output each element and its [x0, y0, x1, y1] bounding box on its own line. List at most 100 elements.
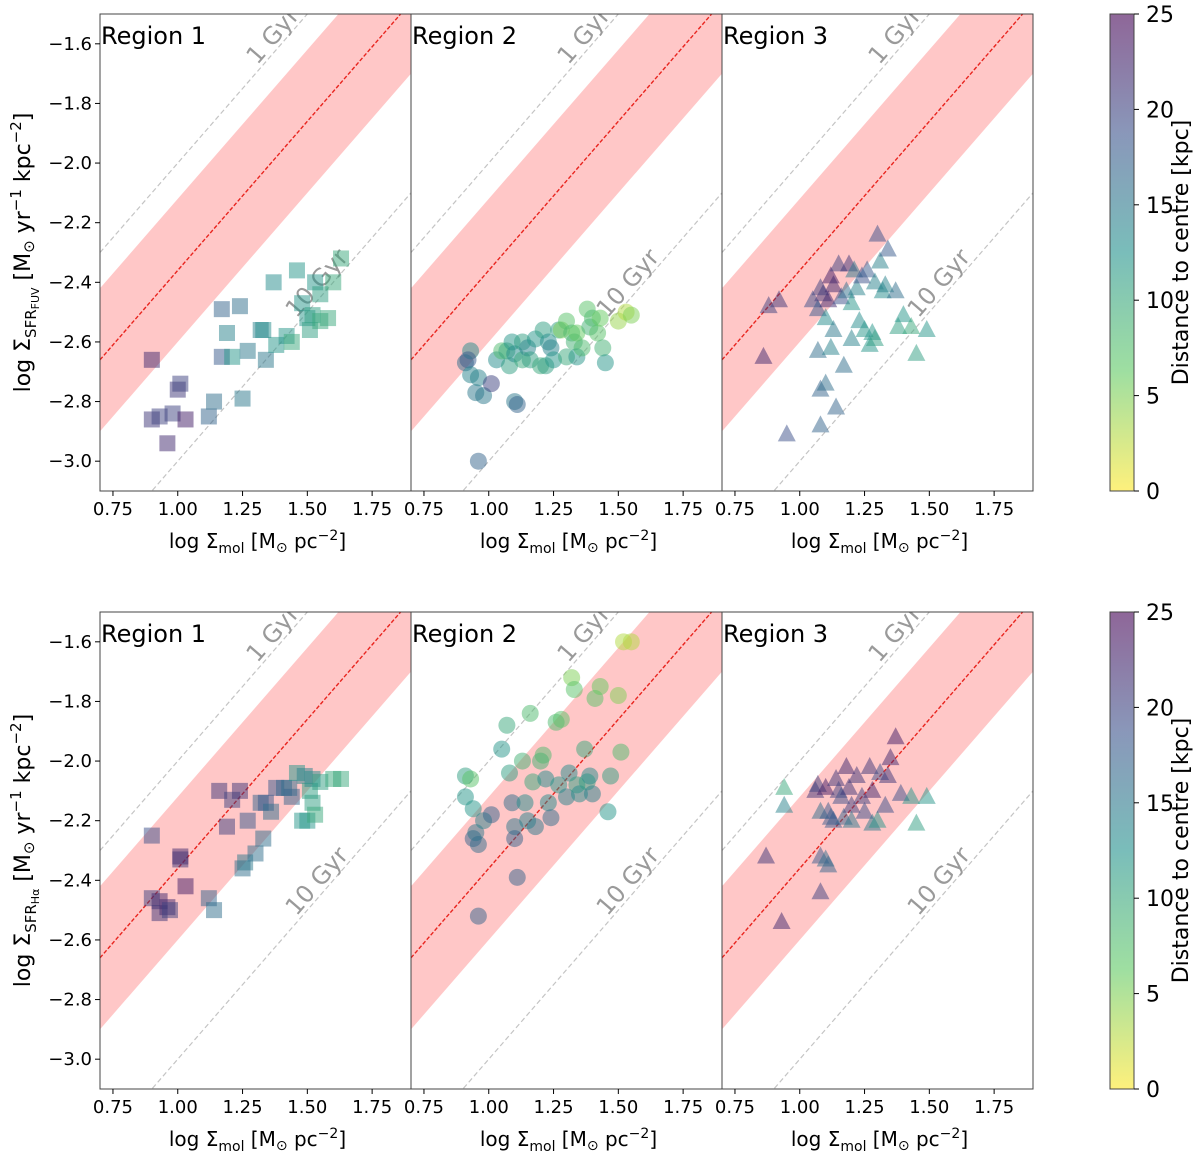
x-tick-label: 0.75 [93, 499, 133, 520]
y-tick-label: −2.6 [48, 332, 92, 353]
data-point [777, 424, 796, 442]
label-1gyr: 1 Gyr [552, 2, 616, 70]
data-point [824, 275, 843, 293]
data-point [218, 818, 235, 835]
x-tick-label: 1.50 [287, 1097, 327, 1118]
panel-top-region-3: 1 Gyr 10 Gyr Region 3 0.75 1.00 1.25 1.50 1.75 l… [715, 2, 1034, 557]
data-point [842, 795, 861, 813]
colorbar-tick-label: 15 [1146, 792, 1174, 817]
y-tick-label: −2.6 [48, 930, 92, 951]
x-tick-label: 1.00 [780, 1097, 820, 1118]
data-point [333, 250, 350, 267]
depletion-line-10gyr [151, 790, 411, 1089]
data-point [622, 633, 640, 651]
data-point [320, 310, 337, 327]
data-point [907, 813, 926, 831]
x-tick-label: 0.75 [404, 1097, 444, 1118]
x-tick-label: 0.75 [93, 1097, 133, 1118]
axes-frame [721, 13, 1034, 492]
data-point [878, 765, 897, 783]
colorbar-tick-label: 10 [1146, 887, 1174, 912]
depletion-line-10gyr [462, 192, 722, 491]
panel-bottom-region-1: 1 Gyr 10 Gyr Region 1 0.75 1.00 1.25 1.50 1.75 l… [48, 600, 412, 1151]
x-tick-label: 1.75 [974, 499, 1014, 520]
data-point [231, 298, 248, 315]
panel-title: Region 3 [723, 620, 828, 648]
data-point [824, 320, 843, 338]
data-point [469, 452, 487, 470]
data-point [775, 795, 794, 813]
row-top: log ΣSFRFUV [M⊙ yr−1 kpc−2] 1 Gyr 10 Gyr Re… [7, 2, 1194, 557]
data-point [839, 777, 858, 795]
data-point [868, 224, 887, 242]
fit-line [411, 14, 713, 361]
data-point [894, 305, 913, 323]
x-tick-label: 1.75 [663, 1097, 703, 1118]
colorbar-gradient [1109, 13, 1135, 492]
panel-title: Region 3 [723, 22, 828, 50]
data-point [307, 806, 324, 823]
data-point [312, 773, 329, 790]
data-point [573, 339, 591, 357]
data-point [255, 830, 272, 847]
data-point [312, 286, 329, 303]
x-tick-label: 1.00 [158, 499, 198, 520]
data-point [770, 290, 789, 308]
data-point [239, 812, 256, 829]
data-point [177, 411, 194, 428]
x-tick-label: 1.25 [223, 499, 263, 520]
data-point [542, 809, 560, 827]
colorbar-tick-label: 25 [1146, 3, 1174, 28]
data-point [151, 408, 168, 425]
data-point [591, 309, 609, 327]
data-point [482, 375, 500, 393]
data-point [172, 375, 189, 392]
x-tick-label: 1.25 [223, 1097, 263, 1118]
y-axis-label: log ΣSFRFUV [M⊙ yr−1 kpc−2] [7, 113, 42, 393]
data-point [503, 794, 521, 812]
data-point [834, 355, 853, 373]
data-point [498, 716, 516, 734]
data-point [464, 800, 482, 818]
data-point [565, 681, 583, 699]
colorbar-tick-label: 20 [1146, 696, 1174, 721]
data-point [609, 686, 627, 704]
y-tick-label: −1.8 [48, 93, 92, 114]
data-point [878, 239, 897, 257]
data-point [558, 788, 575, 806]
x-tick-label: 1.25 [534, 499, 574, 520]
data-point [594, 339, 612, 357]
label-1gyr: 1 Gyr [863, 2, 927, 70]
label-1gyr: 1 Gyr [241, 600, 305, 668]
x-tick-label: 1.00 [469, 1097, 509, 1118]
data-point [881, 748, 900, 766]
colorbar-tick-label: 10 [1146, 289, 1174, 314]
colorbar-gradient [1109, 611, 1135, 1090]
data-point [143, 351, 160, 368]
data-point [821, 337, 840, 355]
colorbar-label: Distance to centre [kpc] [1169, 120, 1194, 386]
data-point [521, 704, 539, 722]
depletion-line-10gyr [462, 790, 722, 1089]
data-point [516, 794, 534, 812]
row-bottom: log ΣSFRHα [M⊙ yr−1 kpc−2] 1 Gyr 10 Gyr Reg… [7, 600, 1194, 1151]
data-point [816, 777, 835, 795]
data-point [902, 317, 921, 335]
data-point [506, 830, 524, 848]
x-tick-label: 1.50 [287, 499, 327, 520]
data-point [234, 390, 251, 407]
data-point [842, 293, 861, 311]
data-point [508, 396, 526, 414]
data-point [902, 786, 921, 804]
data-point [860, 757, 879, 775]
data-point [759, 296, 778, 314]
data-point [581, 767, 599, 785]
data-point [827, 397, 846, 415]
data-point [602, 767, 620, 785]
y-tick-label: −2.4 [48, 870, 92, 891]
data-point [847, 765, 866, 783]
colorbar-bottom: 0 5 10 15 20 25 Distance to centre [kpc] [1109, 601, 1194, 1103]
data-point [622, 306, 640, 324]
